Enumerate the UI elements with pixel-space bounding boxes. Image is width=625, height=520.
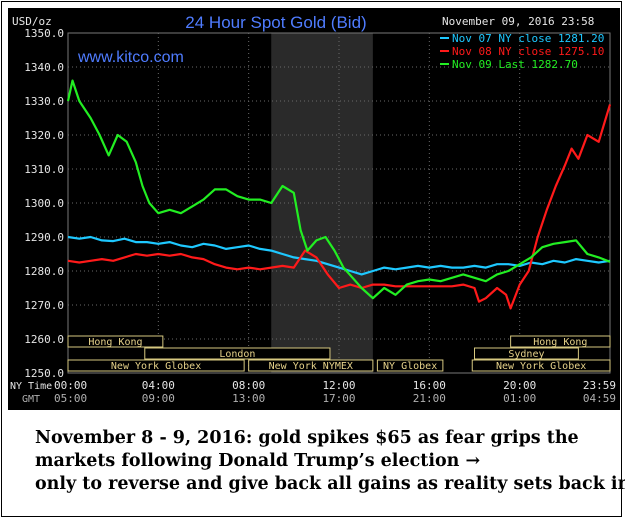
x-tick-label-gmt: 21:00: [413, 392, 446, 405]
x-tick-label-ny: 08:00: [232, 379, 265, 392]
watermark: www.kitco.com: [77, 49, 184, 66]
session-row3-bar: [471, 359, 611, 372]
y-tick-label: 1300.0: [24, 197, 64, 210]
legend-entry: Nov 07 NY close 1281.20: [452, 32, 604, 45]
y-tick-label: 1310.0: [24, 163, 64, 176]
legend-entry: Nov 09 Last 1282.70: [452, 58, 578, 71]
session-row3-bar: [67, 359, 245, 372]
session-row3-label: NY Globex: [383, 361, 437, 372]
session-row2-label: Sydney: [508, 349, 544, 360]
y-tick-label: 1320.0: [24, 129, 64, 142]
x-tick-label-gmt: 05:00: [54, 392, 87, 405]
x-tick-label-ny: 04:00: [142, 379, 175, 392]
y-tick-label: 1260.0: [24, 333, 64, 346]
gold-chart: 1350.0 1340.0 1330.0 1320.0 1310.0 1300.0 1290…: [8, 8, 620, 410]
y-tick-label: 1330.0: [24, 95, 64, 108]
session-row1-bar: [67, 335, 164, 348]
session-row2-bar: [144, 347, 331, 360]
session-row2-bar: [474, 347, 579, 360]
x-tick-label-gmt: 17:00: [322, 392, 355, 405]
session-row3-label: New York Globex: [111, 361, 201, 372]
x-tick-label-ny: 00:00: [54, 379, 87, 392]
y-tick-label: 1340.0: [24, 61, 64, 74]
caption-line-1: November 8 - 9, 2016: gold spikes $65 as…: [35, 428, 579, 448]
session-row1-bar: [510, 335, 611, 348]
x-tick-label-ny: 12:00: [322, 379, 355, 392]
x-tick-label-gmt: 01:00: [503, 392, 536, 405]
x-tick-label-gmt: 09:00: [142, 392, 175, 405]
x-tick-label-gmt: 13:00: [232, 392, 265, 405]
x-row-label-ny: NY Time: [10, 381, 52, 392]
session-row3-bar: [248, 359, 374, 372]
y-tick-label: 1280.0: [24, 265, 64, 278]
x-row-label-gmt: GMT: [22, 394, 40, 405]
session-row1-label: Hong Kong: [533, 337, 587, 348]
series-line-1: [67, 235, 611, 276]
series-line-2: [67, 104, 612, 310]
session-row3-bar: [376, 359, 444, 372]
legend-entry: Nov 08 NY close 1275.10: [452, 45, 604, 58]
session-row2-label: London: [219, 349, 255, 360]
caption-line-2: markets following Donald Trump’s electio…: [35, 451, 481, 471]
y-tick-label: 1290.0: [24, 231, 64, 244]
y-axis-label: USD/oz: [12, 15, 52, 28]
caption-line-3: only to reverse and give back all gains …: [35, 474, 625, 494]
x-tick-label-ny: 16:00: [413, 379, 446, 392]
session-row1-label: Hong Kong: [88, 337, 142, 348]
shaded-region: [271, 33, 373, 373]
x-tick-label-ny: 23:59: [583, 379, 616, 392]
chart-title: 24 Hour Spot Gold (Bid): [185, 13, 366, 32]
session-row3-label: New York NYMEX: [269, 361, 353, 372]
y-tick-label: 1250.0: [24, 367, 64, 380]
y-tick-label: 1270.0: [24, 299, 64, 312]
series-line-3: [66, 79, 611, 300]
x-tick-label-ny: 20:00: [503, 379, 536, 392]
session-row3-label: New York Globex: [496, 361, 586, 372]
timestamp: November 09, 2016 23:58: [442, 15, 594, 28]
y-tick-label: 1350.0: [24, 27, 64, 40]
x-tick-label-gmt: 04:59: [583, 392, 616, 405]
caption: November 8 - 9, 2016: gold spikes $65 as…: [35, 427, 625, 496]
